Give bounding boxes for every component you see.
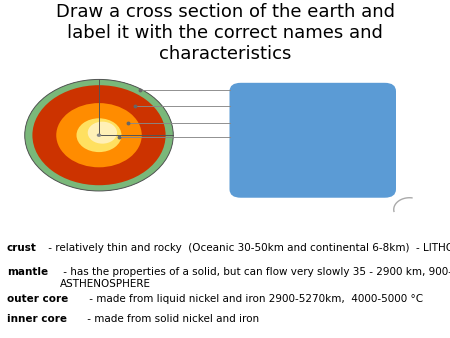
Text: - made from solid nickel and iron: - made from solid nickel and iron: [84, 314, 259, 324]
Circle shape: [56, 103, 142, 167]
Text: Draw a cross section of the earth and
label it with the correct names and
charac: Draw a cross section of the earth and la…: [55, 3, 395, 63]
Circle shape: [25, 79, 173, 191]
Text: - made from liquid nickel and iron 2900-5270km,  4000-5000 °C: - made from liquid nickel and iron 2900-…: [86, 294, 423, 304]
Circle shape: [32, 85, 166, 185]
Wedge shape: [99, 85, 166, 135]
Circle shape: [97, 134, 101, 137]
Circle shape: [76, 118, 122, 152]
FancyBboxPatch shape: [230, 83, 396, 198]
Wedge shape: [99, 103, 142, 135]
Text: outer core: outer core: [7, 294, 68, 304]
Wedge shape: [99, 79, 173, 135]
Wedge shape: [99, 118, 122, 135]
Text: - relatively thin and rocky  (Oceanic 30-50km and continental 6-8km)  - LITHOSPH: - relatively thin and rocky (Oceanic 30-…: [45, 243, 450, 254]
Circle shape: [88, 122, 117, 144]
Circle shape: [25, 79, 173, 191]
Text: mantle: mantle: [7, 267, 48, 277]
Text: - has the properties of a solid, but can flow very slowly 35 - 2900 km, 900-1600: - has the properties of a solid, but can…: [60, 267, 450, 289]
Text: crust: crust: [7, 243, 36, 254]
Circle shape: [25, 79, 173, 191]
Text: inner core: inner core: [7, 314, 67, 324]
